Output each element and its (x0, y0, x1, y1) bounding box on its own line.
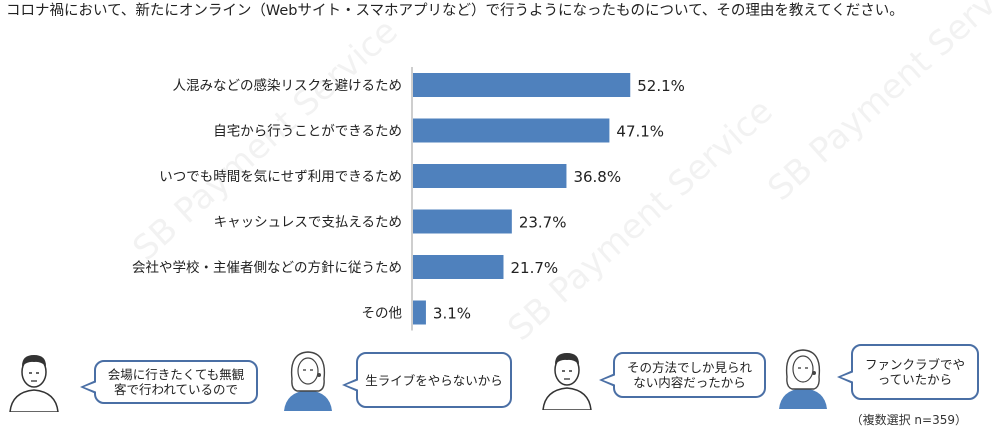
category-label: キャッシュレスで支払えるため (214, 215, 402, 231)
man-avatar-icon (9, 355, 59, 412)
speech-bubble-text: その方法でしか見られない内容だったから (626, 360, 752, 390)
bar-chart: 人混みなどの感染リスクを避けるため 52.1% 自宅から行うことができるため 47.1… (132, 67, 685, 331)
value-label: 3.1% (433, 305, 471, 323)
category-label: 会社や学校・主催者側などの方針に従うため (132, 259, 402, 276)
woman-avatar-icon (284, 351, 332, 411)
speech-bubble: ファンクラブでやっていたから (837, 344, 979, 400)
category-label: いつでも時間を気にせず利用できるため (159, 169, 402, 185)
bar (413, 255, 504, 279)
sample-size-note: （複数選択 n=359） (850, 413, 967, 427)
value-label: 47.1% (616, 123, 664, 141)
bar (413, 209, 512, 234)
value-label: 36.8% (573, 168, 621, 186)
woman-avatar-icon (779, 349, 827, 409)
speech-bubble-text: 生ライブをやらないから (365, 372, 503, 388)
value-label: 52.1% (637, 77, 685, 95)
bar (413, 164, 567, 188)
bar (413, 300, 426, 325)
bar (413, 118, 610, 143)
value-label: 23.7% (519, 214, 567, 232)
question-text: コロナ禍において、新たにオンライン（Webサイト・スマホアプリなど）で行うように… (6, 3, 904, 19)
category-label: 自宅から行うことができるため (213, 124, 402, 140)
speech-bubble-text: 会場に行きたくても無観客で行われているので (107, 367, 245, 397)
speech-bubble-text: ファンクラブでやっていたから (864, 357, 965, 387)
speech-bubble: 生ライブをやらないから (342, 352, 512, 408)
category-label: その他 (362, 306, 403, 322)
bar (413, 73, 631, 97)
speech-bubble: 会場に行きたくても無観客で行われているので (80, 360, 258, 404)
value-label: 21.7% (510, 259, 558, 277)
man-avatar-icon (542, 353, 592, 410)
category-label: 人混みなどの感染リスクを避けるため (173, 77, 403, 94)
speech-bubble: その方法でしか見られない内容だったから (599, 352, 766, 398)
